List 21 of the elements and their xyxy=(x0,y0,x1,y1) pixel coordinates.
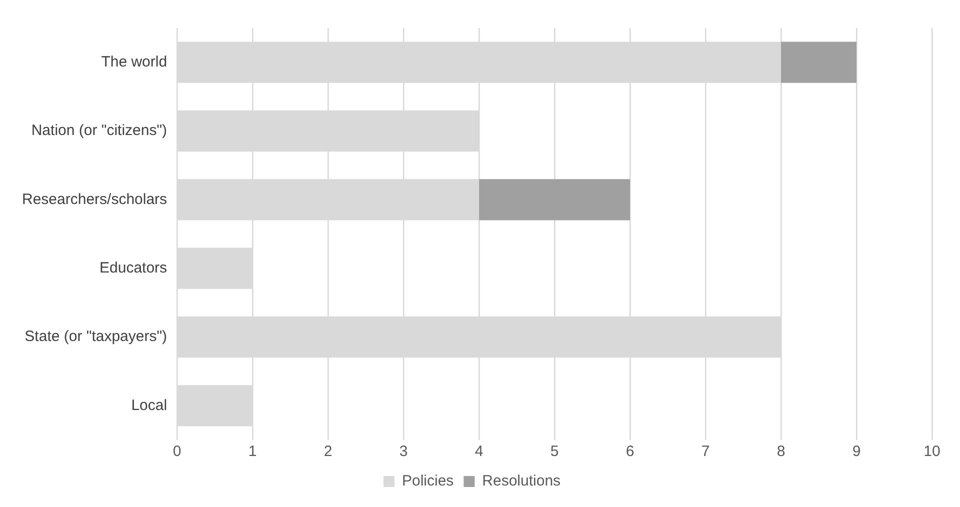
y-tick-label: Local xyxy=(131,396,168,414)
x-tick-label: 6 xyxy=(626,443,634,460)
x-tick-label: 5 xyxy=(550,443,559,460)
y-tick-label: Nation (or "citizens") xyxy=(31,122,168,140)
legend-label: Resolutions xyxy=(482,472,561,490)
x-tick-label: 9 xyxy=(852,443,861,460)
legend-label: Policies xyxy=(402,472,454,490)
x-tick-label: 3 xyxy=(399,443,408,460)
y-tick-label: State (or "taxpayers") xyxy=(24,328,168,346)
bar xyxy=(781,42,857,83)
x-tick-label: 4 xyxy=(474,443,484,460)
x-tick-label: 8 xyxy=(776,443,786,460)
x-tick-label: 1 xyxy=(248,443,257,460)
x-tick-label: 2 xyxy=(324,443,332,460)
x-tick-label: 0 xyxy=(172,443,182,460)
x-tick-label: 7 xyxy=(701,443,710,460)
bar xyxy=(479,179,630,220)
y-tick-label: Educators xyxy=(100,259,168,276)
x-tick-label: 10 xyxy=(924,443,940,460)
y-tick-label: Researchers/scholars xyxy=(22,190,168,208)
y-tick-label: The world xyxy=(101,53,168,70)
